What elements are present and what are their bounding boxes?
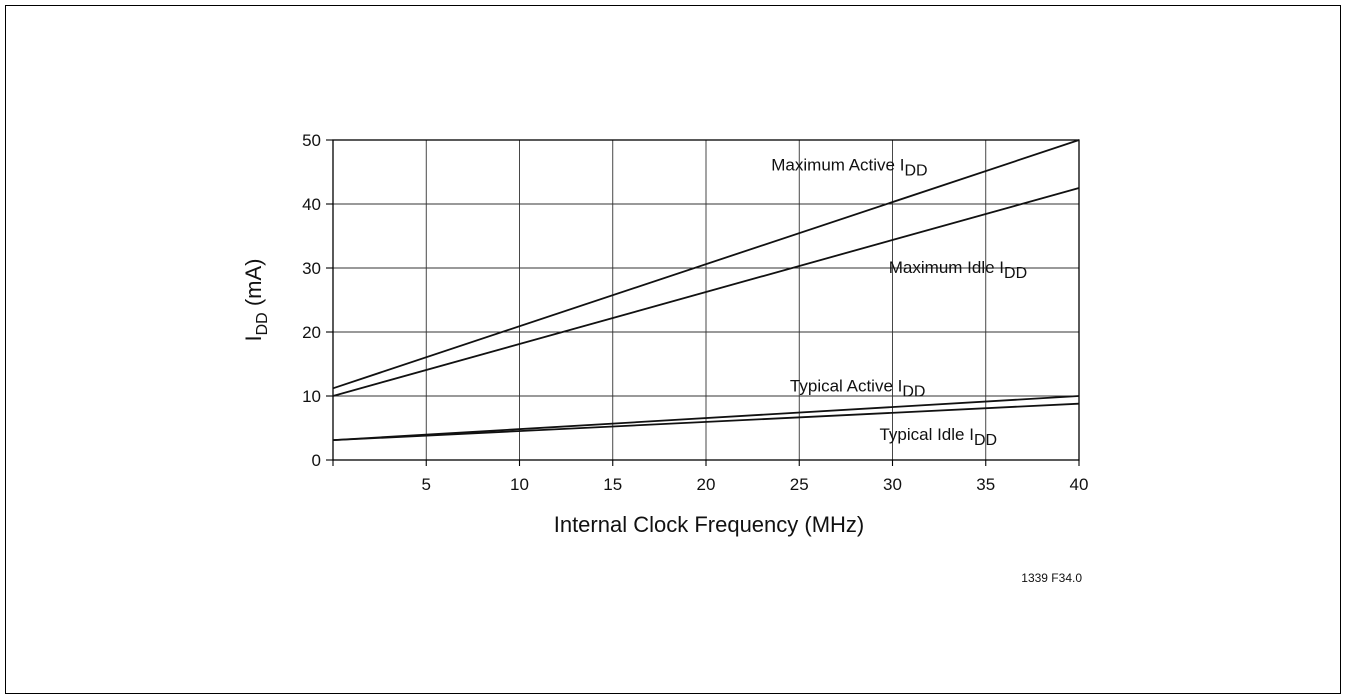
figure-id: 1339 F34.0 [1021,571,1082,585]
y-tick-label: 50 [302,131,321,150]
label-maximum-idle: Maximum Idle IDD [889,258,1027,282]
x-tick-label: 15 [603,475,622,494]
x-tick-label: 20 [697,475,716,494]
series-line-maximum-idle [332,187,1080,397]
x-tick-label: 5 [422,475,431,494]
y-tick-label: 40 [302,195,321,214]
series-lines [332,139,1080,442]
label-typical-active: Typical Active IDD [790,377,926,401]
axis-ticks: 5 10 15 20 25 30 35 40 0 10 20 30 40 50 [302,131,1088,494]
y-axis-title-main: I [241,335,266,341]
series-labels: Maximum Active IDD Maximum Idle IDD Typica… [771,156,1027,449]
y-tick-label: 0 [312,451,321,470]
y-tick-label: 10 [302,387,321,406]
grid [333,140,1079,460]
series-line-typical-idle [332,402,1080,442]
x-axis-title: Internal Clock Frequency (MHz) [554,512,865,537]
label-typical-idle: Typical Idle IDD [879,425,997,449]
x-tick-label: 30 [883,475,902,494]
x-tick-label: 10 [510,475,529,494]
y-axis-title: IDD (mA) [241,259,271,342]
series-line-typical-active [332,395,1080,442]
y-tick-label: 20 [302,323,321,342]
x-tick-label: 40 [1070,475,1089,494]
y-tick-label: 30 [302,259,321,278]
label-maximum-active: Maximum Active IDD [771,156,927,180]
x-tick-label: 25 [790,475,809,494]
y-axis-title-unit: (mA) [241,259,266,313]
x-tick-label: 35 [976,475,995,494]
series-line-maximum-active [332,139,1080,390]
y-axis-title-subscript: DD [254,312,271,335]
figure-frame [5,5,1341,694]
